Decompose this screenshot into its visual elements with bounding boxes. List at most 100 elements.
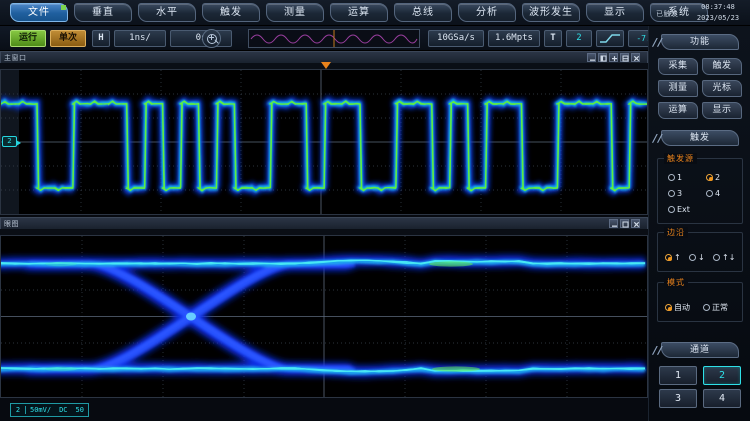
- close-icon[interactable]: [631, 53, 640, 62]
- trigger-button[interactable]: T: [544, 30, 562, 47]
- menu-item-8[interactable]: 波形发生: [522, 3, 580, 22]
- minimize-icon[interactable]: [609, 219, 618, 228]
- clock-date: 2023/05/23: [691, 13, 745, 24]
- radio-mode-auto[interactable]: 自动: [665, 303, 690, 313]
- maximize-icon[interactable]: [609, 53, 618, 62]
- section-header-trigger[interactable]: // 触发: [661, 130, 739, 146]
- function-button-display[interactable]: 显示: [702, 102, 742, 119]
- menu-item-1[interactable]: 垂直: [74, 3, 132, 22]
- radio-edge-both[interactable]: ↑↓: [713, 253, 735, 263]
- function-button-acquire[interactable]: 采集: [658, 58, 698, 75]
- slash-icon: //: [653, 132, 663, 146]
- function-button-math[interactable]: 运算: [658, 102, 698, 119]
- radio-label: 自动: [674, 303, 690, 312]
- rising-edge-icon[interactable]: [596, 30, 624, 47]
- trigger-status-text: 已触发: [656, 9, 679, 19]
- group-title-trigger-source: 触发源: [664, 153, 697, 164]
- channel-button-4[interactable]: 4: [703, 389, 741, 408]
- badge-channel: 2: [11, 406, 26, 414]
- menu-item-7[interactable]: 分析: [458, 3, 516, 22]
- radio-edge-rising[interactable]: ↑: [665, 253, 681, 263]
- main-window-pane: 主窗口: [0, 51, 648, 217]
- menu-item-3[interactable]: 触发: [202, 3, 260, 22]
- function-button-cursor[interactable]: 光标: [702, 80, 742, 97]
- control-toolbar: 运行 单次 H 1ns/ 0s 10GSa/s 1.6Mpts T 2 -7.8…: [0, 26, 750, 51]
- menu-label: 水平: [156, 7, 178, 18]
- menu-item-5[interactable]: 运算: [330, 3, 388, 22]
- channel-button-1[interactable]: 1: [659, 366, 697, 385]
- eye-pane-title: 眼图: [4, 219, 19, 229]
- main-waveform-trace: [1, 70, 647, 214]
- split-icon[interactable]: [620, 53, 629, 62]
- trigger-source-field[interactable]: 2: [566, 30, 592, 47]
- radio-mode-normal[interactable]: 正常: [703, 303, 728, 313]
- eye-diagram-pane: 眼图: [0, 217, 648, 421]
- menu-label: 垂直: [92, 7, 114, 18]
- maximize-icon[interactable]: [620, 219, 629, 228]
- trigger-mode-group: 模式 自动 正常: [657, 282, 743, 322]
- radio-source-3[interactable]: 3: [668, 189, 682, 199]
- radio-dot: [668, 190, 675, 197]
- radio-dot: [668, 174, 675, 181]
- minimize-icon[interactable]: [587, 53, 596, 62]
- sample-rate-field[interactable]: 10GSa/s: [428, 30, 484, 47]
- radio-dot: [689, 254, 696, 261]
- new-badge-icon: [61, 5, 66, 10]
- channel-status-badge[interactable]: 2 50mV/ DC 50: [10, 403, 89, 417]
- oscilloscope-app: 文件 垂直 水平 触发 测量 运算 总线 分析 波形发生 显示 系统 已触发 0…: [0, 0, 750, 421]
- trigger-edge-group: 边沿 ↑ ↓ ↑↓: [657, 232, 743, 272]
- zoom-in-icon[interactable]: [202, 29, 221, 48]
- radio-label: 正常: [712, 303, 728, 312]
- radio-dot: [665, 254, 672, 261]
- restore-icon[interactable]: [598, 53, 607, 62]
- main-grid[interactable]: 2: [0, 69, 648, 215]
- menu-label: 文件: [28, 7, 50, 18]
- channel-button-2[interactable]: 2: [703, 366, 741, 385]
- radio-dot: [665, 304, 672, 311]
- badge-coupling: DC: [55, 406, 71, 414]
- badge-scale: 50mV/: [26, 406, 55, 414]
- memory-depth-field[interactable]: 1.6Mpts: [488, 30, 540, 47]
- radio-dot: [706, 174, 713, 181]
- section-header-channel[interactable]: // 通道: [661, 342, 739, 358]
- trigger-position-marker[interactable]: [321, 62, 331, 69]
- menu-item-9[interactable]: 显示: [586, 3, 644, 22]
- radio-dot: [668, 206, 675, 213]
- function-button-trigger[interactable]: 触发: [702, 58, 742, 75]
- radio-source-4[interactable]: 4: [706, 189, 720, 199]
- status-area: 已触发 08:37:48 2023/05/23: [650, 0, 750, 26]
- run-stop-button[interactable]: 运行: [10, 30, 46, 47]
- function-button-measure[interactable]: 测量: [658, 80, 698, 97]
- radio-label: 2: [715, 173, 720, 182]
- eye-pane-title-bar[interactable]: 眼图: [0, 217, 648, 229]
- radio-label: Ext: [677, 205, 690, 214]
- radio-source-2[interactable]: 2: [706, 173, 720, 183]
- radio-dot: [706, 190, 713, 197]
- radio-edge-falling[interactable]: ↓: [689, 253, 705, 263]
- single-trigger-button[interactable]: 单次: [50, 30, 86, 47]
- horizontal-button[interactable]: H: [92, 30, 110, 47]
- menu-label: 分析: [476, 7, 498, 18]
- waveform-preview-icon[interactable]: [248, 29, 420, 48]
- menu-item-2[interactable]: 水平: [138, 3, 196, 22]
- channel-button-3[interactable]: 3: [659, 389, 697, 408]
- section-title: 通道: [690, 345, 710, 355]
- slash-icon: //: [653, 36, 663, 50]
- radio-source-1[interactable]: 1: [668, 173, 682, 183]
- radio-label: ↑: [674, 253, 681, 262]
- eye-grid[interactable]: [0, 235, 648, 398]
- menu-label: 测量: [284, 7, 306, 18]
- waveform-area: 主窗口: [0, 51, 648, 421]
- radio-source-ext[interactable]: Ext: [668, 205, 690, 215]
- menu-item-0[interactable]: 文件: [10, 3, 68, 22]
- channel-offset-marker[interactable]: 2: [2, 136, 17, 147]
- clock-time: 08:37:48: [691, 2, 745, 13]
- delay-field[interactable]: 0s: [170, 30, 232, 47]
- menu-label: 触发: [220, 7, 242, 18]
- menu-item-4[interactable]: 测量: [266, 3, 324, 22]
- timebase-field[interactable]: 1ns/: [114, 30, 166, 47]
- section-header-function[interactable]: // 功能: [661, 34, 739, 50]
- menu-item-6[interactable]: 总线: [394, 3, 452, 22]
- radio-label: 4: [715, 189, 720, 198]
- close-icon[interactable]: [631, 219, 640, 228]
